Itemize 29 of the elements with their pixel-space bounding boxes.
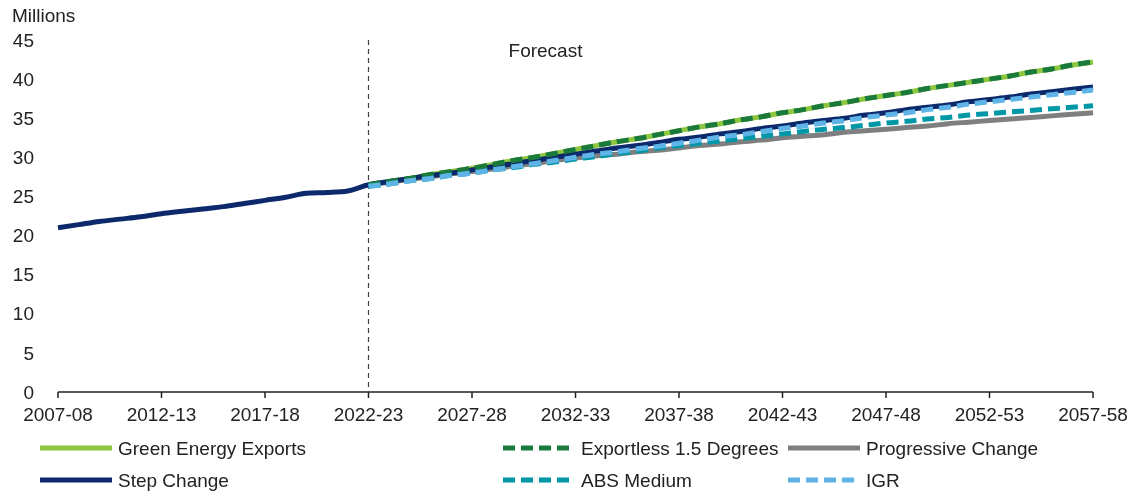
annotation: Forecast — [508, 39, 584, 61]
y-tick-label: 30 — [12, 146, 34, 168]
y-tick-label: 15 — [12, 264, 34, 286]
x-tick-label: 2012-13 — [126, 403, 197, 425]
legend-label: IGR — [866, 469, 900, 491]
y-tick-label: 25 — [12, 186, 34, 208]
y-tick-label: 35 — [12, 107, 34, 129]
y-tick-label: 5 — [23, 342, 34, 364]
y-tick-label: 20 — [12, 225, 34, 247]
legend-label: Exportless 1.5 Degrees — [581, 437, 779, 459]
y-tick-label: 10 — [12, 303, 34, 325]
legend-label: Green Energy Exports — [118, 437, 306, 459]
x-tick-label: 2017-18 — [230, 403, 300, 425]
x-tick-label: 2057-58 — [1058, 403, 1128, 425]
x-tick-label: 2027-28 — [437, 403, 507, 425]
y-tick-label: 40 — [12, 68, 34, 90]
legend-label: Step Change — [118, 469, 229, 491]
x-tick-label: 2007-08 — [23, 403, 93, 425]
x-tick-label: 2042-43 — [747, 403, 818, 425]
legend-label: Progressive Change — [866, 437, 1039, 459]
x-tick-label: 2037-38 — [644, 403, 714, 425]
legend-label: ABS Medium — [581, 469, 692, 491]
x-tick-label: 2032-33 — [540, 403, 611, 425]
y-tick-label: 0 — [23, 381, 34, 403]
x-tick-label: 2022-23 — [333, 403, 404, 425]
x-tick-label: 2047-48 — [851, 403, 921, 425]
y-axis-title: Millions — [12, 5, 76, 26]
x-tick-label: 2052-53 — [954, 403, 1025, 425]
y-tick-label: 45 — [12, 29, 34, 51]
